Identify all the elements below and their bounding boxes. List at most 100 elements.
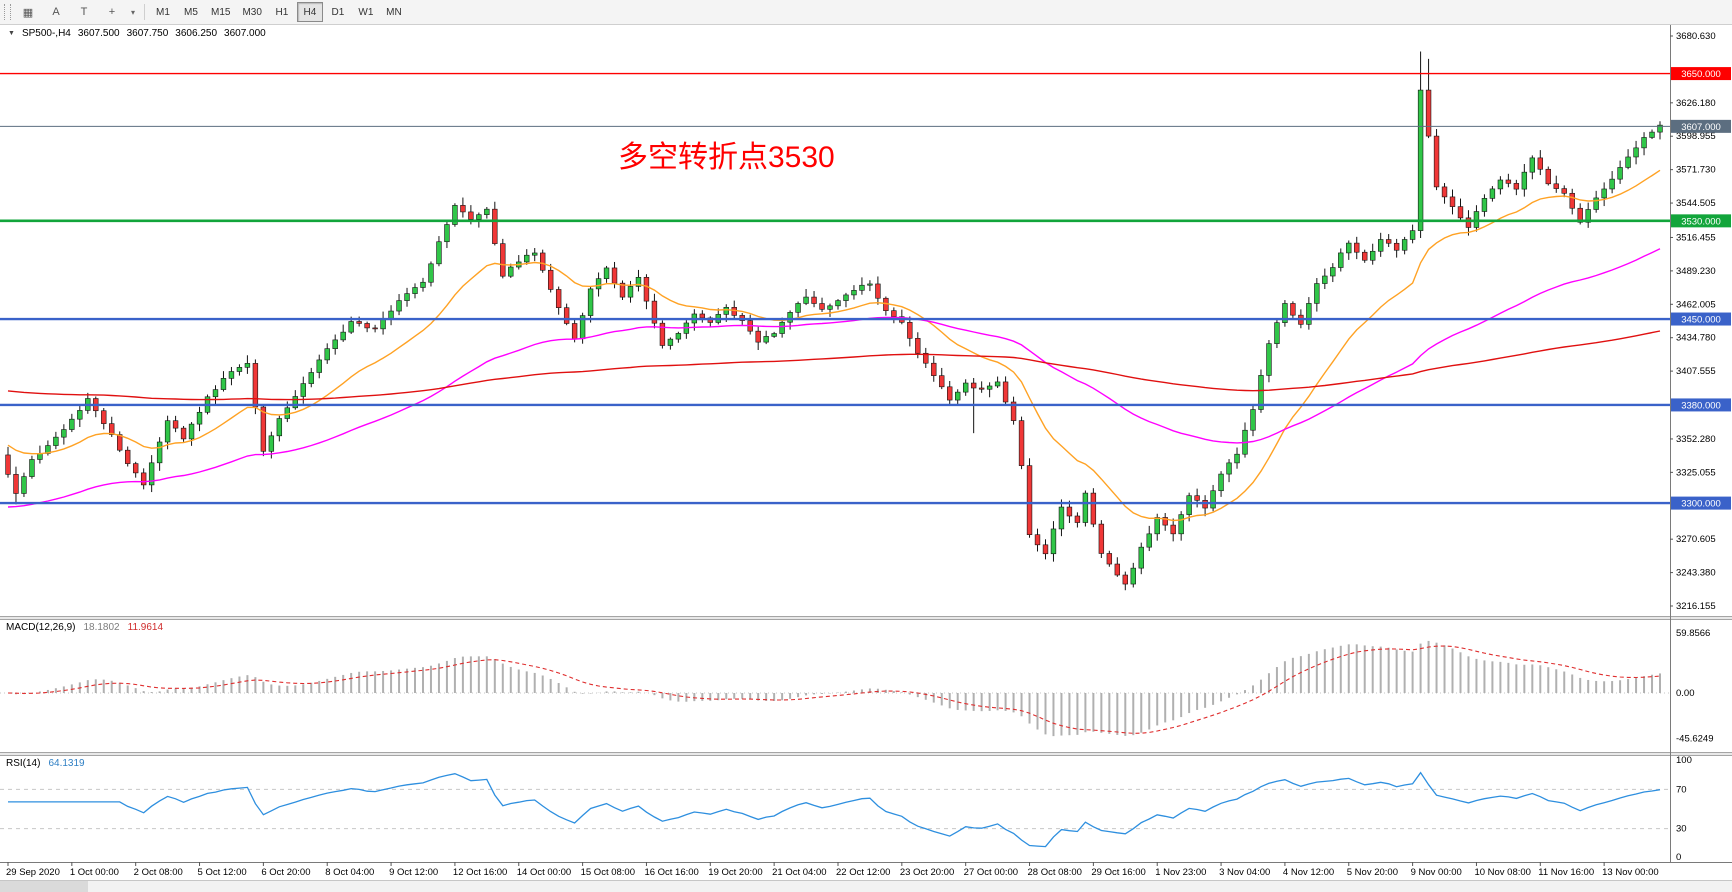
toolbar-icon-group: ▦ A T + ▾ (15, 2, 139, 22)
svg-text:1 Nov 23:00: 1 Nov 23:00 (1155, 867, 1206, 878)
macd-label: MACD(12,26,9) (6, 622, 76, 633)
rsi-label: RSI(14) (6, 758, 41, 769)
svg-text:0: 0 (1676, 852, 1681, 863)
svg-text:3325.055: 3325.055 (1676, 467, 1716, 478)
chart-symbol-header: ▼ SP500-,H4 3607.500 3607.750 3606.250 3… (8, 28, 266, 39)
svg-text:3216.155: 3216.155 (1676, 601, 1716, 612)
chart-annotation-text: 多空转折点3530 (618, 141, 835, 174)
rsi-line (8, 771, 1661, 848)
collapse-caret-icon[interactable]: ▼ (8, 30, 15, 37)
svg-text:3544.505: 3544.505 (1676, 198, 1716, 209)
chart-window-icon[interactable]: ▦ (22, 6, 34, 19)
svg-text:14 Oct 00:00: 14 Oct 00:00 (517, 867, 571, 878)
macd-indicator-title: MACD(12,26,9) 18.1802 11.9614 (6, 622, 163, 633)
timeframe-button-m15[interactable]: M15 (211, 6, 231, 18)
candles-layer (5, 51, 1663, 591)
ohlc-high-value: 3607.750 (126, 28, 169, 39)
svg-text:3407.555: 3407.555 (1676, 366, 1716, 377)
timeframe-button-group: M1 M5 M15 M30 H1 H4 D1 W1 MN (150, 2, 407, 22)
svg-text:3571.730: 3571.730 (1676, 165, 1716, 176)
svg-text:-45.6249: -45.6249 (1676, 734, 1714, 745)
macd-main-value: 18.1802 (83, 622, 120, 633)
svg-text:12 Oct 16:00: 12 Oct 16:00 (453, 867, 507, 878)
status-strip-box (0, 881, 88, 892)
svg-text:5 Nov 20:00: 5 Nov 20:00 (1347, 867, 1398, 878)
svg-text:22 Oct 12:00: 22 Oct 12:00 (836, 867, 890, 878)
svg-text:3626.180: 3626.180 (1676, 98, 1716, 109)
timeframe-button-m5[interactable]: M5 (184, 6, 198, 18)
text-tool-icon[interactable]: T (80, 6, 88, 18)
svg-text:6 Oct 20:00: 6 Oct 20:00 (261, 867, 310, 878)
rsi-indicator-title: RSI(14) 64.1319 (6, 758, 85, 769)
price-axis: 3680.630 3626.180 3598.955 3571.730 3544.505… (1670, 31, 1716, 612)
svg-text:3352.280: 3352.280 (1676, 434, 1716, 445)
svg-text:29 Sep 2020: 29 Sep 2020 (6, 867, 60, 878)
svg-text:3300.000: 3300.000 (1681, 499, 1721, 510)
svg-text:3380.000: 3380.000 (1681, 400, 1721, 411)
timeframe-button-mn[interactable]: MN (386, 6, 402, 18)
panel-splitter (0, 616, 1732, 620)
panel-splitter (0, 752, 1732, 756)
svg-text:1 Oct 00:00: 1 Oct 00:00 (70, 867, 119, 878)
timeframe-button-h1[interactable]: H1 (275, 6, 289, 18)
timeframe-button-m30[interactable]: M30 (242, 6, 262, 18)
svg-text:3 Nov 04:00: 3 Nov 04:00 (1219, 867, 1270, 878)
ohlc-open-value: 3607.500 (77, 28, 120, 39)
svg-text:3462.005: 3462.005 (1676, 299, 1716, 310)
svg-text:70: 70 (1676, 784, 1687, 795)
svg-text:23 Oct 20:00: 23 Oct 20:00 (900, 867, 954, 878)
ma-line-slow-red (7, 330, 1661, 401)
ohlc-low-value: 3606.250 (175, 28, 218, 39)
time-axis: 29 Sep 2020 1 Oct 00:00 2 Oct 08:00 5 Oct 1… (6, 862, 1659, 878)
rsi-layer (0, 771, 1670, 848)
ma-line-fast-orange (7, 169, 1661, 522)
svg-text:19 Oct 20:00: 19 Oct 20:00 (708, 867, 762, 878)
svg-text:15 Oct 08:00: 15 Oct 08:00 (581, 867, 635, 878)
status-strip (0, 880, 1732, 892)
toolbar: ▦ A T + ▾ M1 M5 M15 M30 H1 H4 D1 W1 MN (0, 0, 1732, 25)
ohlc-close-value: 3607.000 (224, 28, 266, 39)
svg-text:30: 30 (1676, 824, 1687, 835)
toolbar-grip-handle[interactable] (4, 4, 11, 20)
svg-text:27 Oct 00:00: 27 Oct 00:00 (964, 867, 1018, 878)
svg-text:9 Nov 00:00: 9 Nov 00:00 (1411, 867, 1462, 878)
svg-text:3680.630: 3680.630 (1676, 31, 1716, 42)
svg-text:9 Oct 12:00: 9 Oct 12:00 (389, 867, 438, 878)
price-tags: 3650.000 3607.000 3530.000 3450.000 3380.000… (1671, 67, 1731, 510)
svg-text:3607.000: 3607.000 (1681, 122, 1721, 133)
timeframe-button-m1[interactable]: M1 (156, 6, 170, 18)
svg-text:3530.000: 3530.000 (1681, 216, 1721, 227)
svg-text:21 Oct 04:00: 21 Oct 04:00 (772, 867, 826, 878)
svg-text:3598.955: 3598.955 (1676, 131, 1716, 142)
svg-text:11 Nov 16:00: 11 Nov 16:00 (1538, 867, 1594, 878)
timeframe-button-h4[interactable]: H4 (296, 2, 323, 22)
svg-text:3270.605: 3270.605 (1676, 534, 1716, 545)
svg-text:10 Nov 08:00: 10 Nov 08:00 (1474, 867, 1531, 878)
toolbar-separator (144, 4, 145, 20)
macd-signal-value: 11.9614 (127, 622, 164, 633)
symbol-label: SP500-,H4 (21, 28, 71, 39)
svg-text:2 Oct 08:00: 2 Oct 08:00 (134, 867, 183, 878)
timeframe-button-d1[interactable]: D1 (331, 6, 345, 18)
draw-tool-icon[interactable]: + (108, 6, 116, 18)
svg-text:29 Oct 16:00: 29 Oct 16:00 (1091, 867, 1145, 878)
svg-text:8 Oct 04:00: 8 Oct 04:00 (325, 867, 374, 878)
svg-text:3489.230: 3489.230 (1676, 266, 1716, 277)
dropdown-caret-icon[interactable]: ▾ (130, 7, 135, 17)
rsi-value: 64.1319 (48, 758, 85, 769)
macd-signal-line (7, 645, 1661, 734)
svg-text:13 Nov 00:00: 13 Nov 00:00 (1602, 867, 1659, 878)
svg-text:4 Nov 12:00: 4 Nov 12:00 (1283, 867, 1334, 878)
svg-text:3434.780: 3434.780 (1676, 333, 1716, 344)
svg-text:28 Oct 08:00: 28 Oct 08:00 (1028, 867, 1082, 878)
svg-text:3650.000: 3650.000 (1681, 69, 1721, 80)
svg-text:0.00: 0.00 (1676, 688, 1695, 699)
svg-text:5 Oct 12:00: 5 Oct 12:00 (198, 867, 247, 878)
svg-text:3450.000: 3450.000 (1681, 315, 1721, 326)
level-lines (0, 72, 1670, 505)
timeframe-button-w1[interactable]: W1 (358, 6, 374, 18)
svg-text:3243.380: 3243.380 (1676, 568, 1716, 579)
svg-text:16 Oct 16:00: 16 Oct 16:00 (644, 867, 698, 878)
cursor-tool-icon[interactable]: A (52, 6, 60, 18)
